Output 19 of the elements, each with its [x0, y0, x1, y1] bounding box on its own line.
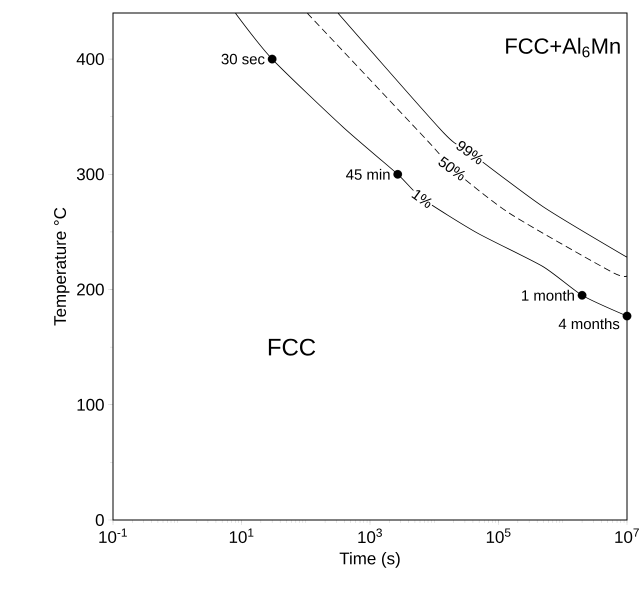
annotation: 4 months: [558, 318, 620, 330]
y-axis-title: Temperature °C: [54, 208, 70, 326]
series-label: 1%: [411, 190, 432, 208]
x-tick-label: 10$^{-1}$: [99, 528, 127, 544]
x-tick-label: 10$^{5}$: [486, 528, 510, 544]
x-tick-label: 10$^{1}$: [230, 528, 254, 544]
x-axis-title: Time (s): [340, 552, 400, 568]
annotation: FCC: [268, 338, 316, 356]
y-tick-label: 400: [76, 53, 104, 66]
annotation: 1 month: [522, 290, 574, 301]
annotation: FCC+Al$_{6}$Mn: [506, 38, 620, 58]
x-tick-label: 10$^{7}$: [615, 528, 639, 544]
y-tick-label: 300: [76, 168, 104, 180]
x-tick-label: 10$^{3}$: [358, 528, 382, 544]
y-tick-label: 0: [96, 514, 104, 526]
y-tick-label: 200: [77, 284, 104, 296]
annotation: 30 sec: [222, 54, 265, 64]
y-tick-label: 100: [78, 398, 104, 411]
annotation: 45 min: [346, 168, 390, 180]
